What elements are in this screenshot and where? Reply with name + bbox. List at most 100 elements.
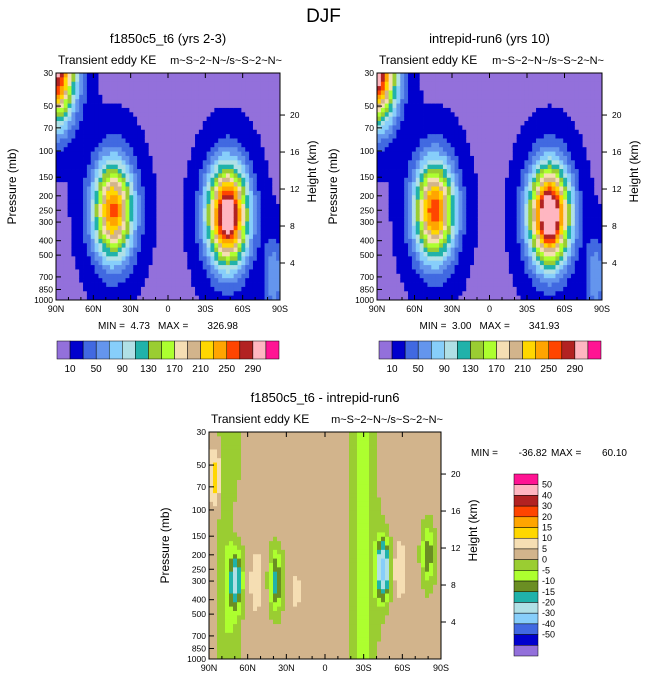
panel1-cell [63,182,68,187]
panel1-cell [229,278,235,283]
panel1-cell [237,177,242,183]
panel1-cell [168,260,173,266]
panel1-cell [75,86,80,91]
panel1-cell [144,94,150,100]
panel1-cell [168,160,173,166]
panel2-cell [512,286,518,292]
panel1-cell [148,151,153,157]
panel1-cell [168,221,173,227]
panel1-cell [75,103,80,109]
panel1-cell [272,212,277,218]
panel1-cell [198,99,204,104]
panel1-cell [264,217,269,222]
panel1-cell [79,125,84,131]
panel1-cell [137,173,142,179]
panel1-cell [133,142,138,148]
panel2-cell [485,195,490,200]
panel2-cell [442,278,448,283]
panel1-cell [75,81,80,87]
panel2-cell [435,234,440,240]
panel1-cell [148,125,153,131]
panel1-cell [171,286,177,292]
panel2-cell [396,103,401,109]
panel1-cell [268,238,273,244]
panel2-cell [442,160,448,166]
panel1-cell [229,169,235,174]
panel1-cell [106,116,111,122]
panel1-cell [152,129,157,135]
panel1-cell [144,125,150,131]
panel2-cell [442,186,448,192]
panel1-cell [198,182,204,187]
panel2-cell [501,243,506,249]
panel1-cell [137,295,142,301]
panel2-cell [439,247,444,253]
panel1-cell [237,251,242,257]
panel2-cell [481,177,487,183]
panel1-cell [144,265,150,270]
panel2-cell [450,212,455,218]
panel1-xtick-label: 90S [272,304,288,314]
panel1-cell [237,282,242,288]
panel2-cell [454,273,459,279]
panel1-cell [125,107,130,113]
panel2-cell [477,243,483,249]
panel2-cell [415,90,421,96]
panel2-cell [489,164,494,170]
panel1-cell [202,182,208,187]
panel1-cell [86,169,92,174]
panel1-cell [152,73,157,78]
panel1-cell [187,151,192,157]
panel1-cell [168,151,173,157]
panel2-cell [415,116,421,122]
panel1-cell [252,230,258,235]
panel1-cell [160,265,165,270]
panel1-colorbar-box [56,340,71,360]
panel1-cell [56,212,61,218]
panel1-cell [117,256,123,262]
panel1-cell [102,107,107,113]
panel2-cell [462,99,467,104]
panel1-cell [129,77,134,83]
panel1-cell [56,217,61,222]
panel2-cell [493,160,498,166]
panel2-cell [458,81,463,87]
panel1-cell [218,121,223,126]
panel1-cell [222,169,227,174]
panel2-cell [473,138,479,144]
panel1-cell [90,265,96,270]
panel1-cell [160,160,165,166]
panel1-cell [98,278,103,283]
panel2-cell [477,99,483,104]
panel1-cell [179,81,184,87]
panel1-cell [164,225,169,231]
panel1-cell [137,238,142,244]
panel1-cell [94,203,99,209]
panel2-cell [404,286,409,292]
panel1-cell [83,129,88,135]
panel1-cell [83,155,88,161]
panel2-cell [377,81,382,87]
panel1-cell [152,177,157,183]
panel2-cell [435,86,440,91]
panel1-cell [198,282,204,288]
panel1-cell [90,125,96,131]
panel1-cell [129,121,134,126]
panel1-cell [260,230,265,235]
panel2-cell [388,190,393,196]
panel1-cell [94,86,99,91]
panel1-cell [202,151,208,157]
panel2-cell [442,121,448,126]
panel2-cell [384,177,390,183]
panel1-cell [252,225,258,231]
panel2-cell [473,112,479,118]
panel2-cell [392,234,397,240]
panel1-cell [206,273,211,279]
panel1-cell [272,190,277,196]
panel2-cell [380,199,386,205]
panel1-cell [129,190,134,196]
panel2-cell [470,112,475,118]
panel1-cell [160,116,165,122]
panel2-cell [408,208,413,214]
panel2-cell [427,256,432,262]
